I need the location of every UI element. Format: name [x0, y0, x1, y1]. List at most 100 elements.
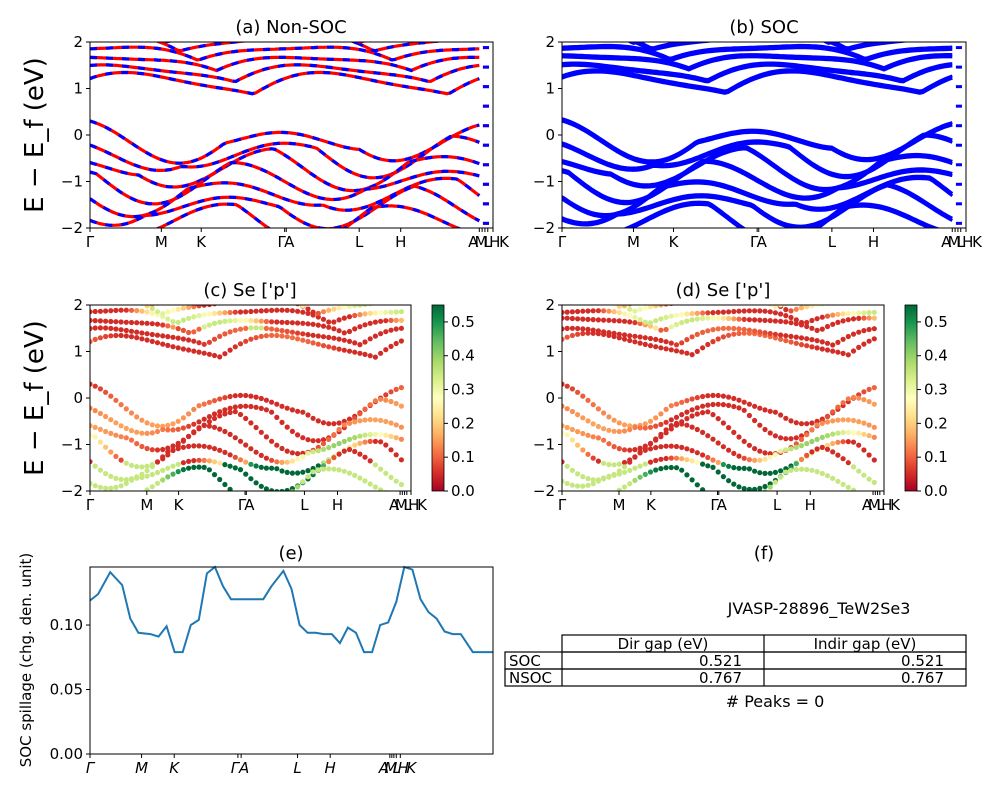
projected-point — [562, 381, 565, 387]
projected-point — [585, 316, 591, 322]
projected-point — [372, 354, 378, 360]
projected-point — [336, 346, 342, 352]
projected-point — [103, 318, 109, 324]
projected-point — [300, 337, 306, 343]
projected-point — [845, 429, 851, 435]
projected-point — [830, 440, 836, 447]
projected-point — [253, 480, 259, 486]
projected-point — [217, 413, 223, 419]
projected-point — [92, 408, 98, 414]
projected-point — [388, 327, 394, 333]
projected-point — [658, 337, 664, 344]
projected-point — [637, 474, 643, 480]
projected-point — [627, 459, 633, 465]
projected-point — [564, 325, 570, 331]
band-line — [155, 202, 463, 228]
projected-point — [90, 423, 93, 429]
projected-point — [793, 317, 799, 323]
projected-point — [232, 317, 238, 324]
x-tick-label: A — [244, 496, 255, 514]
projected-point — [658, 431, 664, 437]
projected-point — [398, 317, 404, 323]
projected-point — [341, 438, 347, 444]
projected-point — [232, 409, 238, 415]
projected-point — [700, 403, 706, 409]
projected-point — [310, 449, 316, 455]
projected-point — [850, 439, 857, 445]
projected-point — [372, 431, 378, 437]
projected-point — [752, 446, 758, 452]
projected-point — [621, 484, 628, 490]
projected-point — [165, 334, 171, 340]
projected-point — [253, 463, 259, 469]
projected-point — [647, 418, 654, 424]
gap-table-soc-dir: 0.521 — [699, 652, 742, 670]
projected-point — [237, 403, 244, 409]
projected-point — [798, 436, 805, 443]
projected-point — [715, 326, 721, 332]
projected-point — [793, 461, 799, 467]
projected-point — [856, 329, 862, 335]
projected-point — [694, 450, 700, 456]
projected-point — [398, 403, 404, 409]
projected-point — [720, 315, 727, 321]
projected-point — [398, 481, 404, 488]
projected-point — [814, 436, 820, 442]
panel-e-frame — [89, 566, 494, 755]
projected-point — [616, 318, 622, 324]
projected-point — [658, 305, 664, 308]
projected-point — [569, 309, 576, 315]
projected-point — [211, 415, 218, 422]
projected-point — [726, 402, 732, 408]
projected-point — [819, 326, 825, 332]
projected-point — [668, 417, 674, 423]
projected-point — [227, 405, 233, 411]
projected-point — [123, 480, 129, 486]
projected-point — [186, 458, 192, 464]
projected-point — [341, 448, 347, 454]
projected-point — [731, 481, 737, 487]
projected-point — [263, 318, 269, 325]
projected-point — [595, 423, 602, 430]
projected-point — [118, 434, 124, 440]
projected-point — [861, 389, 867, 395]
projected-point — [90, 432, 93, 438]
projected-point — [346, 328, 353, 335]
projected-point — [819, 339, 825, 345]
projected-point — [170, 334, 176, 340]
projected-point — [284, 448, 290, 454]
projected-point — [258, 325, 264, 331]
colorbar-tick-label: 0.0 — [451, 482, 475, 500]
projected-point — [637, 306, 643, 312]
projected-point — [663, 455, 669, 462]
projected-point — [118, 457, 124, 463]
projected-point — [788, 308, 794, 314]
projected-point — [616, 310, 622, 316]
colorbar-tick-label: 0.1 — [451, 448, 475, 466]
projected-point — [212, 305, 217, 307]
projected-point — [621, 305, 628, 308]
projected-point — [206, 311, 212, 317]
projected-point — [762, 483, 768, 490]
projected-point — [378, 439, 384, 445]
projected-point — [621, 447, 628, 453]
x-tick-label: K — [417, 496, 428, 514]
projected-point — [367, 431, 373, 438]
projected-point — [679, 311, 685, 318]
projected-point — [679, 456, 685, 462]
projected-point — [118, 332, 124, 339]
projected-point — [689, 311, 695, 317]
projected-point — [217, 447, 223, 453]
projected-point — [315, 310, 321, 316]
projected-point — [668, 464, 674, 471]
y-tick-label: −1 — [533, 436, 555, 454]
projected-point — [616, 428, 622, 435]
projected-point — [845, 439, 851, 445]
projected-point — [658, 421, 664, 427]
projected-point — [346, 348, 353, 354]
y-tick-label: 0.05 — [50, 681, 83, 699]
projected-point — [237, 309, 244, 315]
projected-point — [367, 481, 373, 487]
projected-point — [336, 336, 342, 342]
projected-point — [575, 316, 581, 322]
